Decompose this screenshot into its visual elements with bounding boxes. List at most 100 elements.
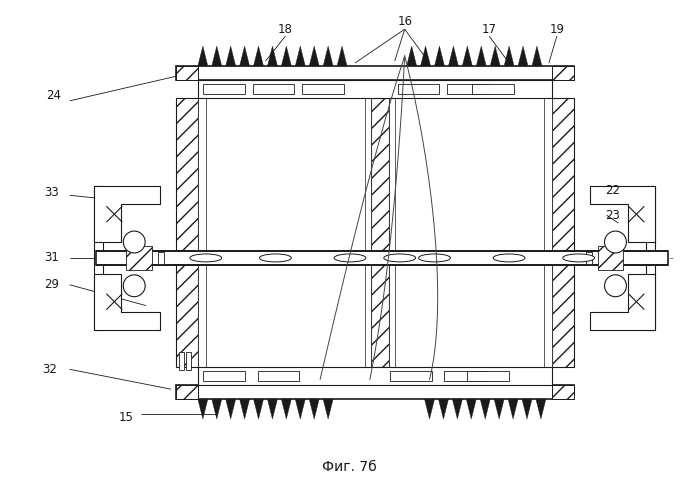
Bar	[198, 98, 206, 368]
Circle shape	[605, 231, 626, 253]
Bar	[176, 66, 574, 80]
Polygon shape	[226, 46, 236, 66]
Polygon shape	[424, 399, 435, 419]
Ellipse shape	[563, 254, 595, 262]
Ellipse shape	[419, 254, 450, 262]
Bar	[127, 246, 152, 270]
Polygon shape	[504, 46, 514, 66]
Polygon shape	[494, 399, 504, 419]
Text: 33: 33	[44, 186, 59, 199]
Polygon shape	[254, 46, 264, 66]
Polygon shape	[590, 274, 655, 329]
Ellipse shape	[384, 254, 416, 262]
Bar	[203, 371, 245, 381]
Text: 32: 32	[42, 363, 57, 376]
Polygon shape	[94, 274, 160, 329]
Bar	[552, 98, 574, 368]
Polygon shape	[532, 46, 542, 66]
Polygon shape	[518, 46, 528, 66]
Ellipse shape	[493, 254, 525, 262]
Polygon shape	[240, 399, 250, 419]
Bar	[198, 80, 552, 98]
Text: 19: 19	[549, 23, 564, 36]
Polygon shape	[466, 399, 476, 419]
Bar	[389, 98, 395, 368]
Polygon shape	[282, 399, 291, 419]
Circle shape	[123, 231, 145, 253]
Polygon shape	[94, 186, 160, 242]
Circle shape	[123, 275, 145, 297]
Polygon shape	[323, 399, 333, 419]
Bar	[198, 368, 552, 385]
Text: 18: 18	[278, 23, 293, 36]
Bar	[176, 385, 198, 399]
Bar	[390, 371, 431, 381]
Polygon shape	[449, 46, 459, 66]
Bar	[94, 186, 103, 329]
Ellipse shape	[334, 254, 366, 262]
Bar	[552, 385, 574, 399]
Bar	[176, 385, 574, 399]
Polygon shape	[508, 399, 518, 419]
Polygon shape	[226, 399, 236, 419]
Bar	[445, 371, 487, 381]
Polygon shape	[198, 46, 208, 66]
Polygon shape	[198, 399, 208, 419]
Polygon shape	[309, 399, 319, 419]
Bar	[552, 66, 574, 80]
Bar	[203, 84, 245, 94]
Polygon shape	[309, 46, 319, 66]
Polygon shape	[337, 46, 347, 66]
Text: 31: 31	[44, 251, 59, 265]
Bar	[473, 84, 514, 94]
Bar	[398, 84, 440, 94]
Bar	[252, 84, 294, 94]
Text: 17: 17	[482, 23, 497, 36]
Polygon shape	[536, 399, 546, 419]
Bar	[544, 98, 552, 368]
Bar	[598, 246, 624, 270]
Text: Фиг. 7б: Фиг. 7б	[322, 460, 376, 474]
Bar	[96, 251, 668, 265]
Polygon shape	[522, 399, 532, 419]
Polygon shape	[490, 46, 500, 66]
Polygon shape	[282, 46, 291, 66]
Polygon shape	[295, 399, 305, 419]
Bar	[179, 352, 184, 370]
Polygon shape	[254, 399, 264, 419]
Polygon shape	[590, 186, 655, 242]
Polygon shape	[323, 46, 333, 66]
Polygon shape	[212, 46, 222, 66]
Bar	[468, 371, 509, 381]
Circle shape	[605, 275, 626, 297]
Polygon shape	[435, 46, 445, 66]
Bar	[158, 252, 164, 264]
Ellipse shape	[259, 254, 291, 262]
Text: 23: 23	[605, 209, 620, 221]
Bar	[176, 98, 198, 368]
Bar	[371, 98, 389, 368]
Text: 24: 24	[46, 89, 62, 102]
Bar	[176, 66, 198, 80]
Polygon shape	[452, 399, 462, 419]
Polygon shape	[240, 46, 250, 66]
Text: 16: 16	[397, 15, 412, 28]
Bar	[302, 84, 344, 94]
Text: 22: 22	[605, 184, 620, 197]
Polygon shape	[268, 399, 278, 419]
Polygon shape	[476, 46, 487, 66]
Text: 15: 15	[119, 411, 134, 423]
Polygon shape	[421, 46, 431, 66]
Polygon shape	[295, 46, 305, 66]
Polygon shape	[268, 46, 278, 66]
Polygon shape	[462, 46, 473, 66]
Bar	[186, 352, 191, 370]
Bar	[257, 371, 299, 381]
Polygon shape	[212, 399, 222, 419]
Polygon shape	[480, 399, 490, 419]
Text: 29: 29	[44, 278, 59, 291]
Bar	[647, 186, 655, 329]
Bar	[447, 84, 489, 94]
Bar	[365, 98, 371, 368]
Ellipse shape	[190, 254, 222, 262]
